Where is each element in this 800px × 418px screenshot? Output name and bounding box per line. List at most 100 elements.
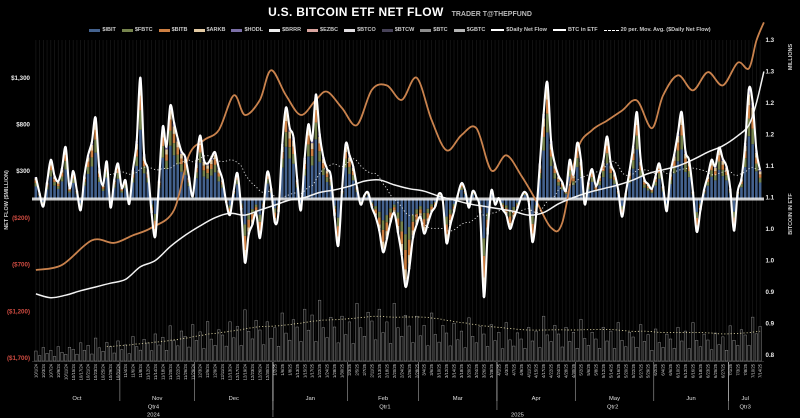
flow-bar-segment xyxy=(172,133,176,144)
flow-bar-segment xyxy=(217,172,221,177)
x-axis-date-label: 1/17/25 xyxy=(310,363,315,378)
flow-bar-segment xyxy=(407,227,411,240)
x-axis-date-label: 10/15/24 xyxy=(71,363,76,380)
flow-bar-segment xyxy=(389,208,392,213)
x-axis-date-label: 11/4/24 xyxy=(123,363,128,377)
flow-bar-segment xyxy=(392,204,396,208)
flow-bar-segment xyxy=(168,145,172,199)
x-axis-date-label: 4/24/25 xyxy=(556,363,561,378)
x-axis-date-label: 6/23/25 xyxy=(706,363,711,378)
right-axis-tick: 1.1 xyxy=(766,195,775,202)
legend-swatch-icon xyxy=(344,28,356,32)
x-axis-date-label: 7/10/25 xyxy=(750,363,755,378)
flow-bar-segment xyxy=(568,170,572,177)
flow-bar-segment xyxy=(400,199,404,222)
x-axis-date-label: 1/8/25 xyxy=(287,363,292,375)
x-axis-date-label: 3/6/25 xyxy=(429,363,434,375)
flow-bar-segment xyxy=(49,176,53,199)
flow-bar-segment xyxy=(680,116,684,126)
flow-bar-segment xyxy=(404,199,407,235)
x-axis-month-label: Jun xyxy=(686,396,695,402)
flow-bar-segment xyxy=(758,170,762,172)
flow-bar-segment xyxy=(609,168,613,174)
flow-bar-segment xyxy=(587,189,590,199)
x-axis-date-label: 1/22/25 xyxy=(317,363,322,378)
x-axis-date-label: 1/30/25 xyxy=(340,363,345,378)
flow-bar-segment xyxy=(590,173,594,178)
flow-bar-segment xyxy=(650,193,654,199)
flow-bar-segment xyxy=(460,189,463,199)
flow-bar-segment xyxy=(755,163,758,172)
x-axis-date-label: 4/15/25 xyxy=(534,363,539,378)
flow-bar-segment xyxy=(161,157,165,199)
flow-bar-segment xyxy=(60,172,64,177)
x-axis-date-label: 3/28/25 xyxy=(489,363,494,378)
flow-bar-segment xyxy=(404,269,407,280)
flow-bar-segment xyxy=(732,211,736,218)
flow-bar-segment xyxy=(486,213,489,220)
flow-bar-segment xyxy=(542,126,545,137)
x-axis-date-label: 10/3/24 xyxy=(41,363,46,378)
flow-bar-segment xyxy=(755,157,758,164)
flow-bar-segment xyxy=(620,199,624,207)
flow-bar-segment xyxy=(419,206,422,210)
flow-bar-segment xyxy=(590,181,594,199)
x-axis-date-label: 1/15/25 xyxy=(302,363,307,378)
flow-bar-segment xyxy=(546,132,549,199)
flow-bar-segment xyxy=(471,194,474,199)
x-axis-date-label: 4/3/25 xyxy=(504,363,509,375)
flow-bar-segment xyxy=(426,218,430,222)
flow-bar-segment xyxy=(635,135,639,150)
flow-bar-segment xyxy=(512,206,516,211)
volume-ma-line xyxy=(106,315,761,348)
daily-net-flow-line xyxy=(34,76,762,299)
flow-bar-segment xyxy=(172,155,176,199)
flow-bar-segment xyxy=(676,136,680,143)
flow-bar-segment xyxy=(717,169,721,199)
flow-bar-segment xyxy=(680,149,684,199)
flow-bar-segment xyxy=(710,170,713,177)
legend-item: $Daily Net Flow xyxy=(491,27,547,33)
chart-header: U.S. BITCOIN ETF NET FLOW TRADER T@THEPFU… xyxy=(0,3,800,21)
right-axis-tick: 1.2 xyxy=(766,100,775,107)
flow-bar-segment xyxy=(213,154,217,160)
flow-bar-segment xyxy=(605,145,609,154)
flow-bar-segment xyxy=(628,183,631,199)
flow-bar-segment xyxy=(284,132,288,147)
flow-bar-segment xyxy=(165,149,168,155)
flow-bar-segment xyxy=(415,209,418,214)
flow-bar-segment xyxy=(307,135,310,145)
left-axis-title: NET FLOW ($MILLION) xyxy=(4,170,10,230)
flow-bar-segment xyxy=(531,223,534,234)
flow-bar-segment xyxy=(452,204,456,207)
flow-bar-segment xyxy=(743,167,747,199)
flow-bar-segment xyxy=(396,199,400,213)
flow-bar-segment xyxy=(228,208,232,212)
flow-bar-segment xyxy=(721,176,725,199)
x-axis-date-label: 12/5/24 xyxy=(205,363,210,378)
flow-bar-segment xyxy=(161,146,165,158)
flow-bar-segment xyxy=(680,125,684,136)
flow-bar-segment xyxy=(594,186,598,188)
x-axis-date-label: 10/11/24 xyxy=(63,363,68,380)
flow-bar-segment xyxy=(564,192,568,195)
flow-bar-segment xyxy=(695,199,698,213)
flow-bar-segment xyxy=(206,173,209,179)
flow-bar-segment xyxy=(247,199,250,214)
x-axis-date-label: 4/7/25 xyxy=(511,363,516,375)
flow-bar-segment xyxy=(64,169,68,199)
x-axis-date-label: 4/1/25 xyxy=(496,363,501,375)
flow-bar-segment xyxy=(112,187,116,199)
flow-bar-segment xyxy=(714,171,717,176)
flow-bar-segment xyxy=(676,161,680,199)
flow-bar-segment xyxy=(284,121,288,133)
flow-bar-segment xyxy=(549,149,553,157)
flow-bar-segment xyxy=(318,151,321,162)
flow-bar-segment xyxy=(98,177,101,182)
flow-bar-segment xyxy=(504,199,508,206)
flow-bar-segment xyxy=(344,167,348,199)
flow-bar-segment xyxy=(411,230,415,236)
flow-bar-segment xyxy=(407,255,411,264)
flow-bar-segment xyxy=(758,171,762,175)
flow-bar-segment xyxy=(124,188,127,199)
